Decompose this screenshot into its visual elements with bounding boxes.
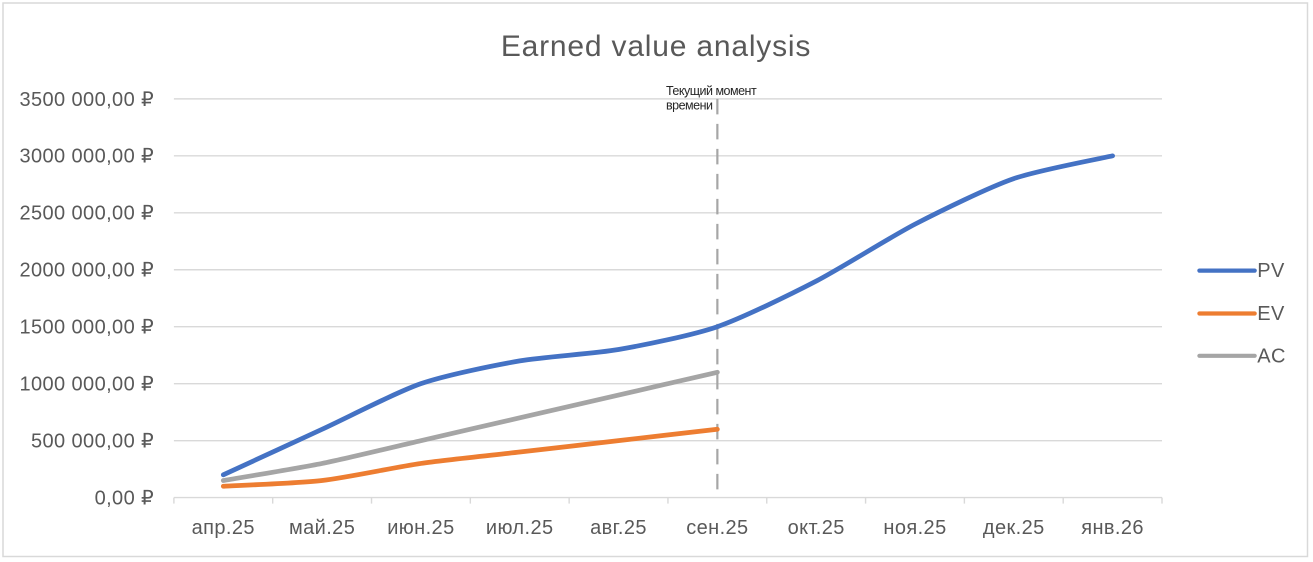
svg-text:EV: EV: [1257, 303, 1285, 325]
svg-text:0,00 ₽: 0,00 ₽: [95, 488, 155, 510]
svg-text:1500 000,00 ₽: 1500 000,00 ₽: [19, 317, 154, 339]
svg-text:май.25: май.25: [289, 517, 355, 539]
svg-text:3000 000,00 ₽: 3000 000,00 ₽: [19, 146, 154, 168]
svg-text:сен.25: сен.25: [686, 517, 748, 539]
svg-text:янв.26: янв.26: [1081, 517, 1144, 539]
svg-text:апр.25: апр.25: [192, 517, 255, 539]
svg-text:авг.25: авг.25: [590, 517, 647, 539]
svg-text:2000 000,00 ₽: 2000 000,00 ₽: [19, 260, 154, 282]
svg-text:2500 000,00 ₽: 2500 000,00 ₽: [19, 203, 154, 225]
svg-text:1000 000,00 ₽: 1000 000,00 ₽: [19, 374, 154, 396]
svg-text:500 000,00 ₽: 500 000,00 ₽: [31, 431, 154, 453]
svg-text:PV: PV: [1257, 260, 1285, 282]
svg-text:ноя.25: ноя.25: [883, 517, 946, 539]
svg-text:времени: времени: [666, 99, 713, 113]
svg-text:июн.25: июн.25: [387, 517, 454, 539]
svg-text:AC: AC: [1257, 345, 1286, 367]
svg-text:июл.25: июл.25: [486, 517, 554, 539]
svg-text:дек.25: дек.25: [983, 517, 1045, 539]
svg-text:Earned value analysis: Earned value analysis: [501, 30, 811, 63]
svg-text:Текущий момент: Текущий момент: [666, 84, 757, 98]
svg-text:3500 000,00 ₽: 3500 000,00 ₽: [19, 89, 154, 111]
svg-text:окт.25: окт.25: [788, 517, 845, 539]
